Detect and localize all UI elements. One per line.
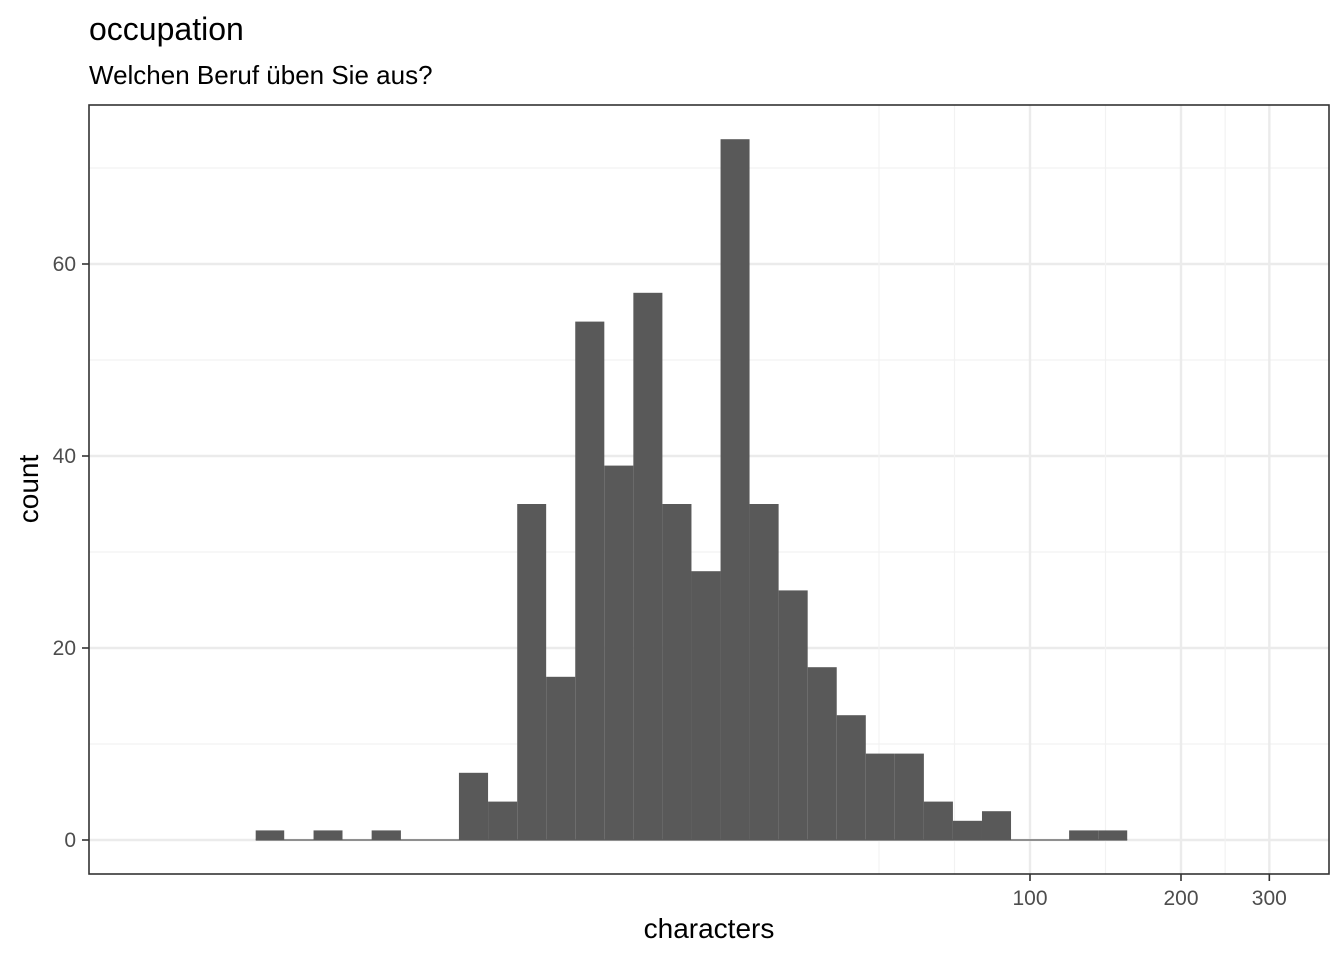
y-tick-label: 0 [64, 829, 76, 852]
histogram-bar [894, 753, 924, 840]
histogram-bar [255, 830, 285, 840]
histogram-bar [575, 321, 605, 841]
histogram-bar [981, 811, 1012, 840]
y-axis-ticks: 0 20 40 60 [53, 253, 89, 852]
histogram-bar [458, 772, 489, 840]
histogram-bar [720, 139, 750, 840]
y-tick-label: 60 [53, 253, 76, 276]
histogram-bar [1098, 830, 1128, 840]
panel-border [88, 104, 1330, 875]
histogram-bar [952, 820, 982, 840]
histogram-bar [517, 504, 547, 840]
histogram-bar [546, 676, 576, 840]
histogram-bar [923, 801, 953, 840]
histogram-bar [313, 830, 343, 840]
histogram-bar [371, 830, 401, 840]
histogram-bar [633, 292, 663, 840]
y-tick-label: 40 [53, 445, 76, 468]
histogram-bars [255, 139, 1128, 841]
histogram-bar [807, 667, 837, 840]
histogram-bar [691, 571, 721, 840]
x-tick-label: 300 [1252, 887, 1287, 910]
y-axis-title: count [13, 455, 44, 524]
x-axis-title: characters [644, 913, 775, 944]
y-tick-label: 20 [53, 637, 76, 660]
histogram-bar [836, 715, 866, 840]
histogram-bar [488, 801, 518, 840]
x-tick-label: 100 [1012, 887, 1047, 910]
histogram-bar [604, 465, 634, 840]
histogram-bar [662, 504, 692, 840]
histogram-bar [749, 504, 779, 840]
histogram-bar [1069, 830, 1099, 840]
x-axis-ticks: 100 200 300 [1012, 874, 1287, 910]
chart-subtitle: Welchen Beruf üben Sie aus? [89, 60, 433, 90]
x-tick-label: 200 [1163, 887, 1198, 910]
chart-title: occupation [89, 11, 244, 47]
histogram-bar [778, 590, 808, 840]
histogram-bar [865, 753, 895, 840]
